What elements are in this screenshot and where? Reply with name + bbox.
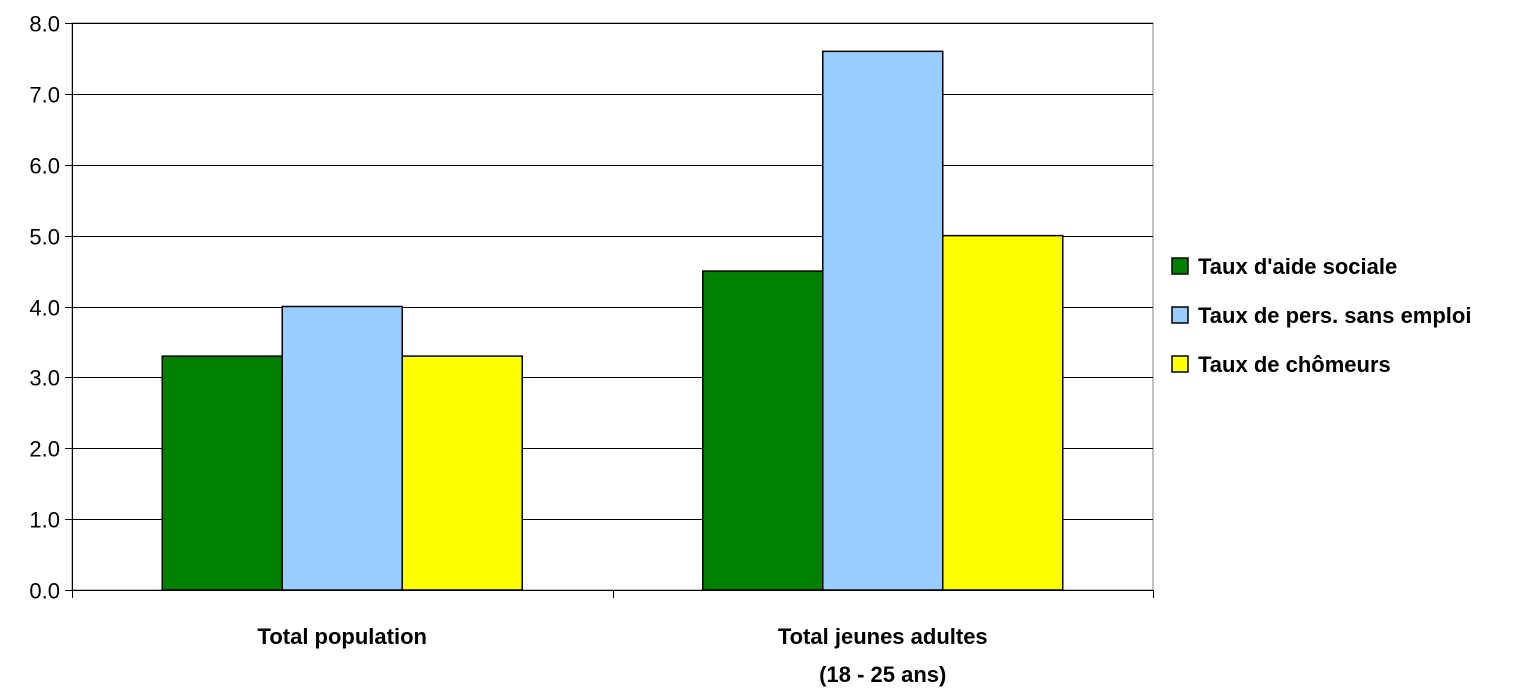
bar-3-cat-1 (401, 355, 523, 591)
bar-2-cat-1 (281, 305, 403, 591)
bar-3-cat-2 (941, 234, 1064, 591)
bars (161, 50, 1064, 591)
legend-swatch-2 (1171, 306, 1189, 324)
bar-1-cat-1 (161, 355, 284, 591)
y-tick-label: 5.0 (29, 225, 60, 250)
legend-label-1: Taux d'aide sociale (1198, 254, 1397, 279)
bar-2-cat-2 (822, 50, 944, 591)
legend-swatch-3 (1171, 355, 1189, 373)
legend-swatch-1 (1171, 257, 1189, 275)
legend-label-3: Taux de chômeurs (1198, 352, 1391, 377)
y-tick-label: 2.0 (29, 437, 60, 462)
legend-label-2: Taux de pers. sans emploi (1198, 303, 1471, 328)
y-tick-label: 3.0 (29, 366, 60, 391)
legend: Taux d'aide sociale Taux de pers. sans em… (1171, 254, 1471, 377)
y-tick-label: 4.0 (29, 296, 60, 321)
x-category-label: Total population (258, 624, 427, 649)
bar-1-cat-2 (702, 270, 824, 591)
y-tick-label: 6.0 (29, 154, 60, 179)
y-tick-label: 7.0 (29, 83, 60, 108)
y-tick-label: 1.0 (29, 508, 60, 533)
y-tick-label: 8.0 (29, 12, 60, 37)
x-category-label: (18 - 25 ans) (819, 662, 946, 687)
y-tick-label: 0.0 (29, 579, 60, 604)
tick-labels: 0.0 1.0 2.0 3.0 4.0 5.0 6.0 7.0 8.0 Total populat… (29, 12, 987, 688)
x-category-label: Total jeunes adultes (778, 624, 988, 649)
